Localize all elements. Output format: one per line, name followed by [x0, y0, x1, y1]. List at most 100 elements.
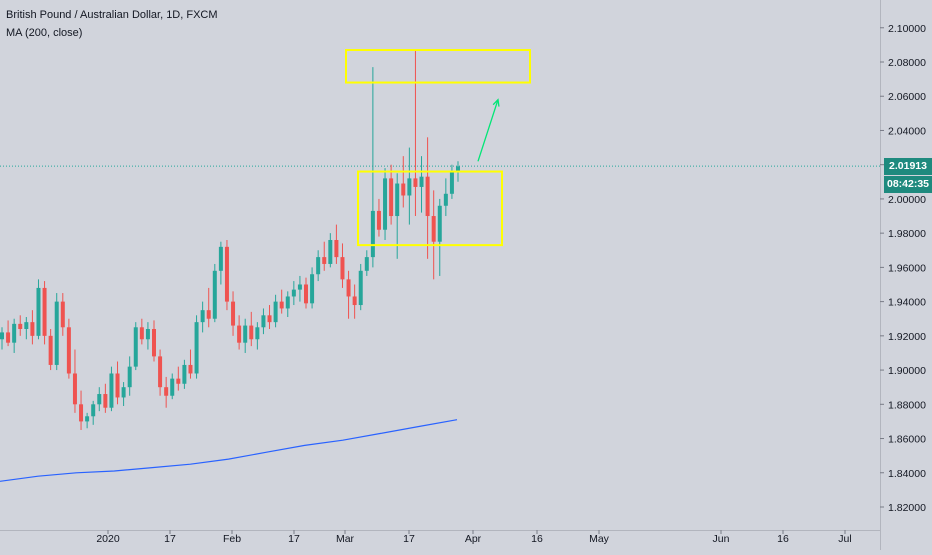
candle-body-up: [97, 394, 102, 405]
indicator-legend: MA (200, close): [6, 27, 83, 39]
candle-body-up: [456, 166, 460, 172]
candle-body-up: [243, 325, 248, 343]
candle-body-up: [54, 301, 59, 365]
time-axis-label: Feb: [223, 533, 241, 545]
candle-body-up: [12, 323, 17, 343]
target-arrow-head-icon: [492, 98, 500, 107]
candle-body-up: [194, 322, 199, 374]
candle-body-down: [139, 327, 144, 340]
candle-body-down: [206, 310, 211, 319]
candle-body-down: [188, 364, 193, 374]
chart-title: British Pound / Australian Dollar, 1D, F…: [6, 9, 218, 21]
price-axis-label: 1.94000: [888, 297, 926, 309]
candle-body-up: [316, 257, 321, 275]
candle-body-up: [255, 327, 260, 340]
price-axis-label: 1.92000: [888, 331, 926, 343]
consolidation-zone-box[interactable]: [357, 170, 503, 247]
candle-body-up: [291, 289, 296, 297]
candle-body-up: [383, 178, 388, 230]
candle-body-up: [36, 287, 41, 336]
candle-body-down: [18, 323, 23, 329]
candle-body-up: [182, 364, 187, 384]
moving-average-line: [0, 419, 458, 482]
candle-body-up: [285, 296, 290, 309]
price-axis-label: 2.08000: [888, 57, 926, 69]
time-axis-label: 16: [531, 533, 543, 545]
candle-body-up: [419, 176, 424, 187]
candle-body-up: [200, 310, 205, 323]
candle-body-down: [346, 279, 351, 297]
candle-body-down: [279, 301, 284, 309]
price-axis-label: 2.00000: [888, 194, 926, 206]
candle-body-down: [322, 257, 327, 264]
price-axis-label: 2.06000: [888, 91, 926, 103]
candle-body-down: [413, 178, 418, 187]
candle-body-up: [218, 246, 223, 271]
target-zone-box[interactable]: [345, 49, 531, 84]
candle-body-up: [370, 210, 375, 258]
time-axis-label: 17: [288, 533, 300, 545]
candle-body-down: [152, 328, 156, 357]
candle-body-down: [6, 332, 11, 343]
candle-body-up: [121, 387, 126, 398]
candle-body-down: [267, 315, 272, 323]
candle-body-up: [212, 270, 217, 319]
candle-body-up: [364, 257, 369, 271]
candle-countdown-tag: 08:42:35: [884, 175, 932, 193]
candle-body-down: [334, 239, 339, 258]
candle-body-down: [164, 387, 169, 396]
candle-body-down: [425, 176, 430, 217]
candle-body-down: [431, 216, 436, 242]
candle-body-down: [389, 178, 394, 217]
candle-body-down: [401, 183, 406, 196]
candle-body-down: [237, 325, 242, 343]
price-axis-label: 1.98000: [888, 228, 926, 240]
candle-body-up: [273, 301, 278, 323]
time-axis-label: 2020: [96, 533, 120, 545]
candle-body-up: [261, 315, 266, 328]
price-axis-label: 1.96000: [888, 262, 926, 274]
price-axis-label: 1.90000: [888, 365, 926, 377]
candle-body-up: [109, 373, 114, 408]
candle-body-down: [66, 327, 71, 374]
candle-body-up: [170, 378, 175, 396]
candle-body-down: [30, 322, 35, 336]
candle-body-up: [0, 332, 4, 340]
candle-body-up: [437, 205, 442, 242]
candle-body-up: [297, 284, 302, 290]
candle-body-down: [42, 287, 47, 336]
price-axis-label: 1.88000: [888, 399, 926, 411]
candle-body-down: [376, 210, 381, 230]
candle-body-up: [133, 327, 138, 367]
candle-body-down: [115, 373, 120, 398]
candle-body-up: [395, 183, 400, 217]
current-price-tag: 2.01913: [884, 157, 932, 175]
time-axis-label: Jul: [838, 533, 851, 545]
candle-body-down: [249, 325, 254, 340]
candle-body-up: [85, 416, 90, 422]
candle-body-up: [449, 171, 454, 194]
candle-body-up: [358, 270, 363, 306]
candle-body-up: [328, 239, 333, 264]
candle-body-down: [158, 356, 163, 388]
time-axis-label: Mar: [336, 533, 355, 545]
candle-body-down: [103, 394, 108, 408]
candle-body-up: [91, 404, 96, 417]
candle-body-up: [145, 328, 150, 340]
candle-body-down: [79, 404, 84, 422]
candle-body-up: [443, 193, 448, 206]
candle-body-up: [24, 322, 29, 329]
price-axis-label: 2.10000: [888, 23, 926, 35]
candle-body-down: [60, 301, 65, 328]
candle-body-up: [127, 366, 132, 388]
time-axis-label: Jun: [713, 533, 730, 545]
target-arrow[interactable]: [477, 99, 499, 162]
time-axis-label: Apr: [465, 533, 482, 545]
time-axis-label: May: [589, 533, 610, 545]
price-axis-label: 1.86000: [888, 434, 926, 446]
price-axis-label: 1.84000: [888, 468, 926, 480]
candle-body-up: [407, 178, 412, 196]
price-axis-label: 2.04000: [888, 125, 926, 137]
